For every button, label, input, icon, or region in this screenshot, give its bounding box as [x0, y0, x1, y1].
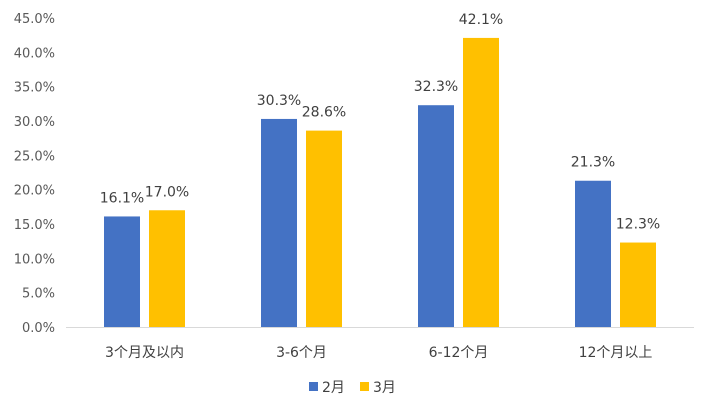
y-tick-label: 5.0%	[22, 287, 55, 302]
y-tick-label: 45.0%	[14, 12, 55, 27]
bars-group	[104, 37, 656, 328]
y-tick-label: 40.0%	[14, 46, 55, 61]
legend-label-feb: 2月	[322, 380, 345, 396]
bar-feb-2	[418, 105, 454, 327]
category-label: 12个月以上	[579, 345, 653, 361]
y-tick-label: 15.0%	[14, 218, 55, 233]
legend-swatch-mar	[360, 382, 369, 391]
y-tick-label: 0.0%	[22, 321, 55, 336]
legend: 2月 3月	[309, 380, 396, 396]
bar-feb-0	[104, 216, 140, 327]
bar-feb-1	[261, 118, 297, 327]
y-tick-label: 20.0%	[14, 184, 55, 199]
data-label: 21.3%	[571, 155, 615, 171]
bar-mar-1	[306, 130, 342, 327]
bar-mar-0	[149, 210, 185, 327]
data-label: 12.3%	[616, 217, 660, 233]
data-label: 17.0%	[145, 184, 189, 200]
y-tick-label: 10.0%	[14, 252, 55, 267]
y-tick-label: 30.0%	[14, 115, 55, 130]
bar-feb-3	[575, 180, 611, 327]
category-label: 3-6个月	[276, 345, 327, 361]
y-tick-label: 35.0%	[14, 81, 55, 96]
data-labels-group: 16.1% 17.0% 30.3%28.6% 32.3% 42.1% 21.3% 12.3%	[100, 12, 660, 233]
data-label: 28.6%	[302, 105, 346, 121]
category-label: 3个月及以内	[105, 345, 184, 361]
data-label: 16.1%	[100, 190, 144, 206]
y-axis-ticks: 0.0% 5.0% 10.0% 15.0% 20.0% 25.0% 30.0% 35.0% 40…	[14, 12, 55, 336]
data-label: 42.1%	[459, 12, 503, 28]
data-label: 32.3%	[414, 79, 458, 95]
bar-mar-3	[620, 242, 656, 327]
y-tick-label: 25.0%	[14, 149, 55, 164]
category-label: 6-12个月	[429, 345, 489, 361]
data-label: 30.3%	[257, 93, 301, 109]
category-labels-group: 3个月及以内 3-6个月 6-12个月 12个月以上	[105, 345, 652, 361]
legend-label-mar: 3月	[373, 380, 396, 396]
legend-swatch-feb	[309, 382, 318, 391]
bar-mar-2	[463, 37, 499, 328]
